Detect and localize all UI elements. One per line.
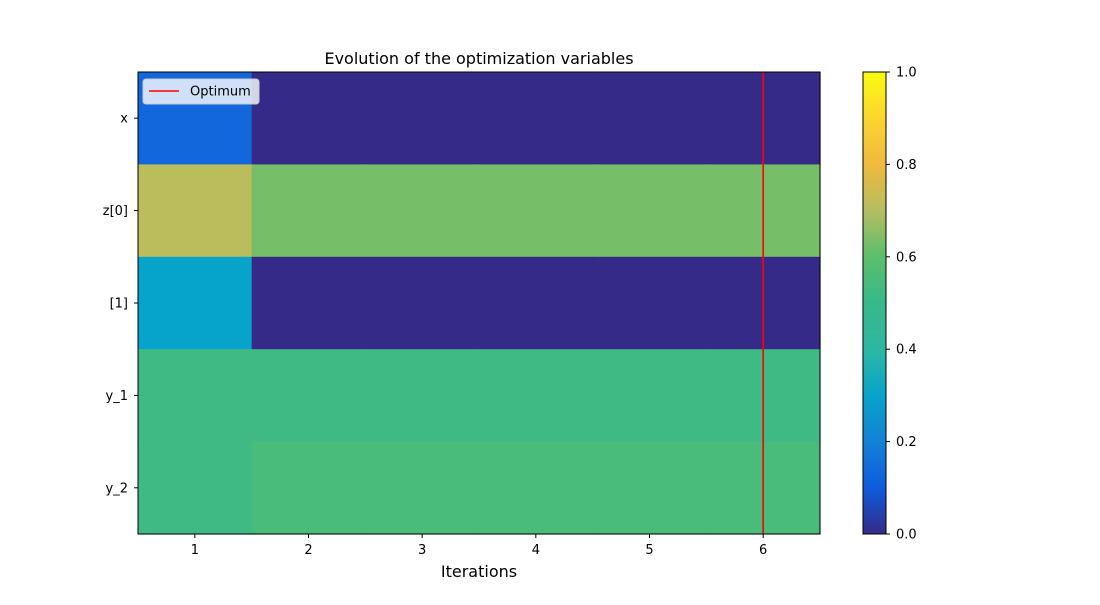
- heatmap-cell: [365, 72, 480, 165]
- y-tick-label: y_2: [106, 481, 128, 496]
- colorbar-tick-label: 0.2: [896, 435, 917, 450]
- heatmap-cell: [365, 441, 480, 535]
- heatmap-cell: [251, 72, 366, 165]
- y-axis-ticks: x z[0] [1] y_1 y_2: [103, 112, 138, 496]
- y-tick-label: x: [120, 112, 128, 127]
- heatmap-cell: [592, 164, 707, 258]
- colorbar-tick-label: 0.8: [896, 158, 917, 173]
- colorbar: [862, 71, 887, 535]
- chart-title: Evolution of the optimization variables: [324, 49, 633, 68]
- heatmap-cells: [138, 72, 821, 535]
- heatmap-cell: [592, 256, 707, 350]
- heatmap-cell: [479, 164, 594, 258]
- x-tick-label: 6: [759, 543, 767, 558]
- heatmap-cell: [592, 441, 707, 535]
- heatmap-cell: [365, 164, 480, 258]
- heatmap-cell: [251, 256, 366, 350]
- legend-optimum-label: Optimum: [190, 85, 251, 100]
- x-tick-label: 2: [304, 543, 312, 558]
- x-tick-label: 3: [418, 543, 426, 558]
- colorbar-tick-label: 0.4: [896, 343, 917, 358]
- heatmap-cell: [479, 349, 594, 443]
- heatmap-cell: [479, 256, 594, 350]
- x-tick-label: 4: [532, 543, 540, 558]
- x-axis-label: Iterations: [441, 562, 517, 581]
- heatmap-cell: [479, 72, 594, 165]
- heatmap-cell: [592, 72, 707, 165]
- heatmap-cell: [365, 349, 480, 443]
- heatmap-cell: [138, 164, 253, 258]
- legend-box: [142, 78, 260, 105]
- colorbar-tick-label: 0.0: [896, 528, 917, 543]
- heatmap-cell: [138, 256, 253, 350]
- colorbar-tick-label: 1.0: [896, 66, 917, 81]
- heatmap-cell: [138, 441, 253, 535]
- legend: Optimum: [142, 78, 260, 105]
- heatmap-cell: [365, 256, 480, 350]
- y-tick-label: y_1: [106, 389, 128, 404]
- heatmap-cell: [251, 349, 366, 443]
- y-tick-label: z[0]: [103, 204, 128, 219]
- colorbar-tick-label: 0.6: [896, 250, 917, 265]
- heatmap-cell: [138, 349, 253, 443]
- heatmap-cell: [479, 441, 594, 535]
- colorbar-ticks: 0.0 0.2 0.4 0.6 0.8 1.0: [886, 66, 917, 543]
- heatmap-cell: [592, 349, 707, 443]
- y-tick-label: [1]: [110, 297, 128, 312]
- x-tick-label: 5: [645, 543, 653, 558]
- heatmap-cell: [251, 164, 366, 258]
- x-tick-label: 1: [191, 543, 199, 558]
- x-axis-ticks: 1 2 3 4 5 6: [191, 534, 767, 558]
- heatmap-cell: [251, 441, 366, 535]
